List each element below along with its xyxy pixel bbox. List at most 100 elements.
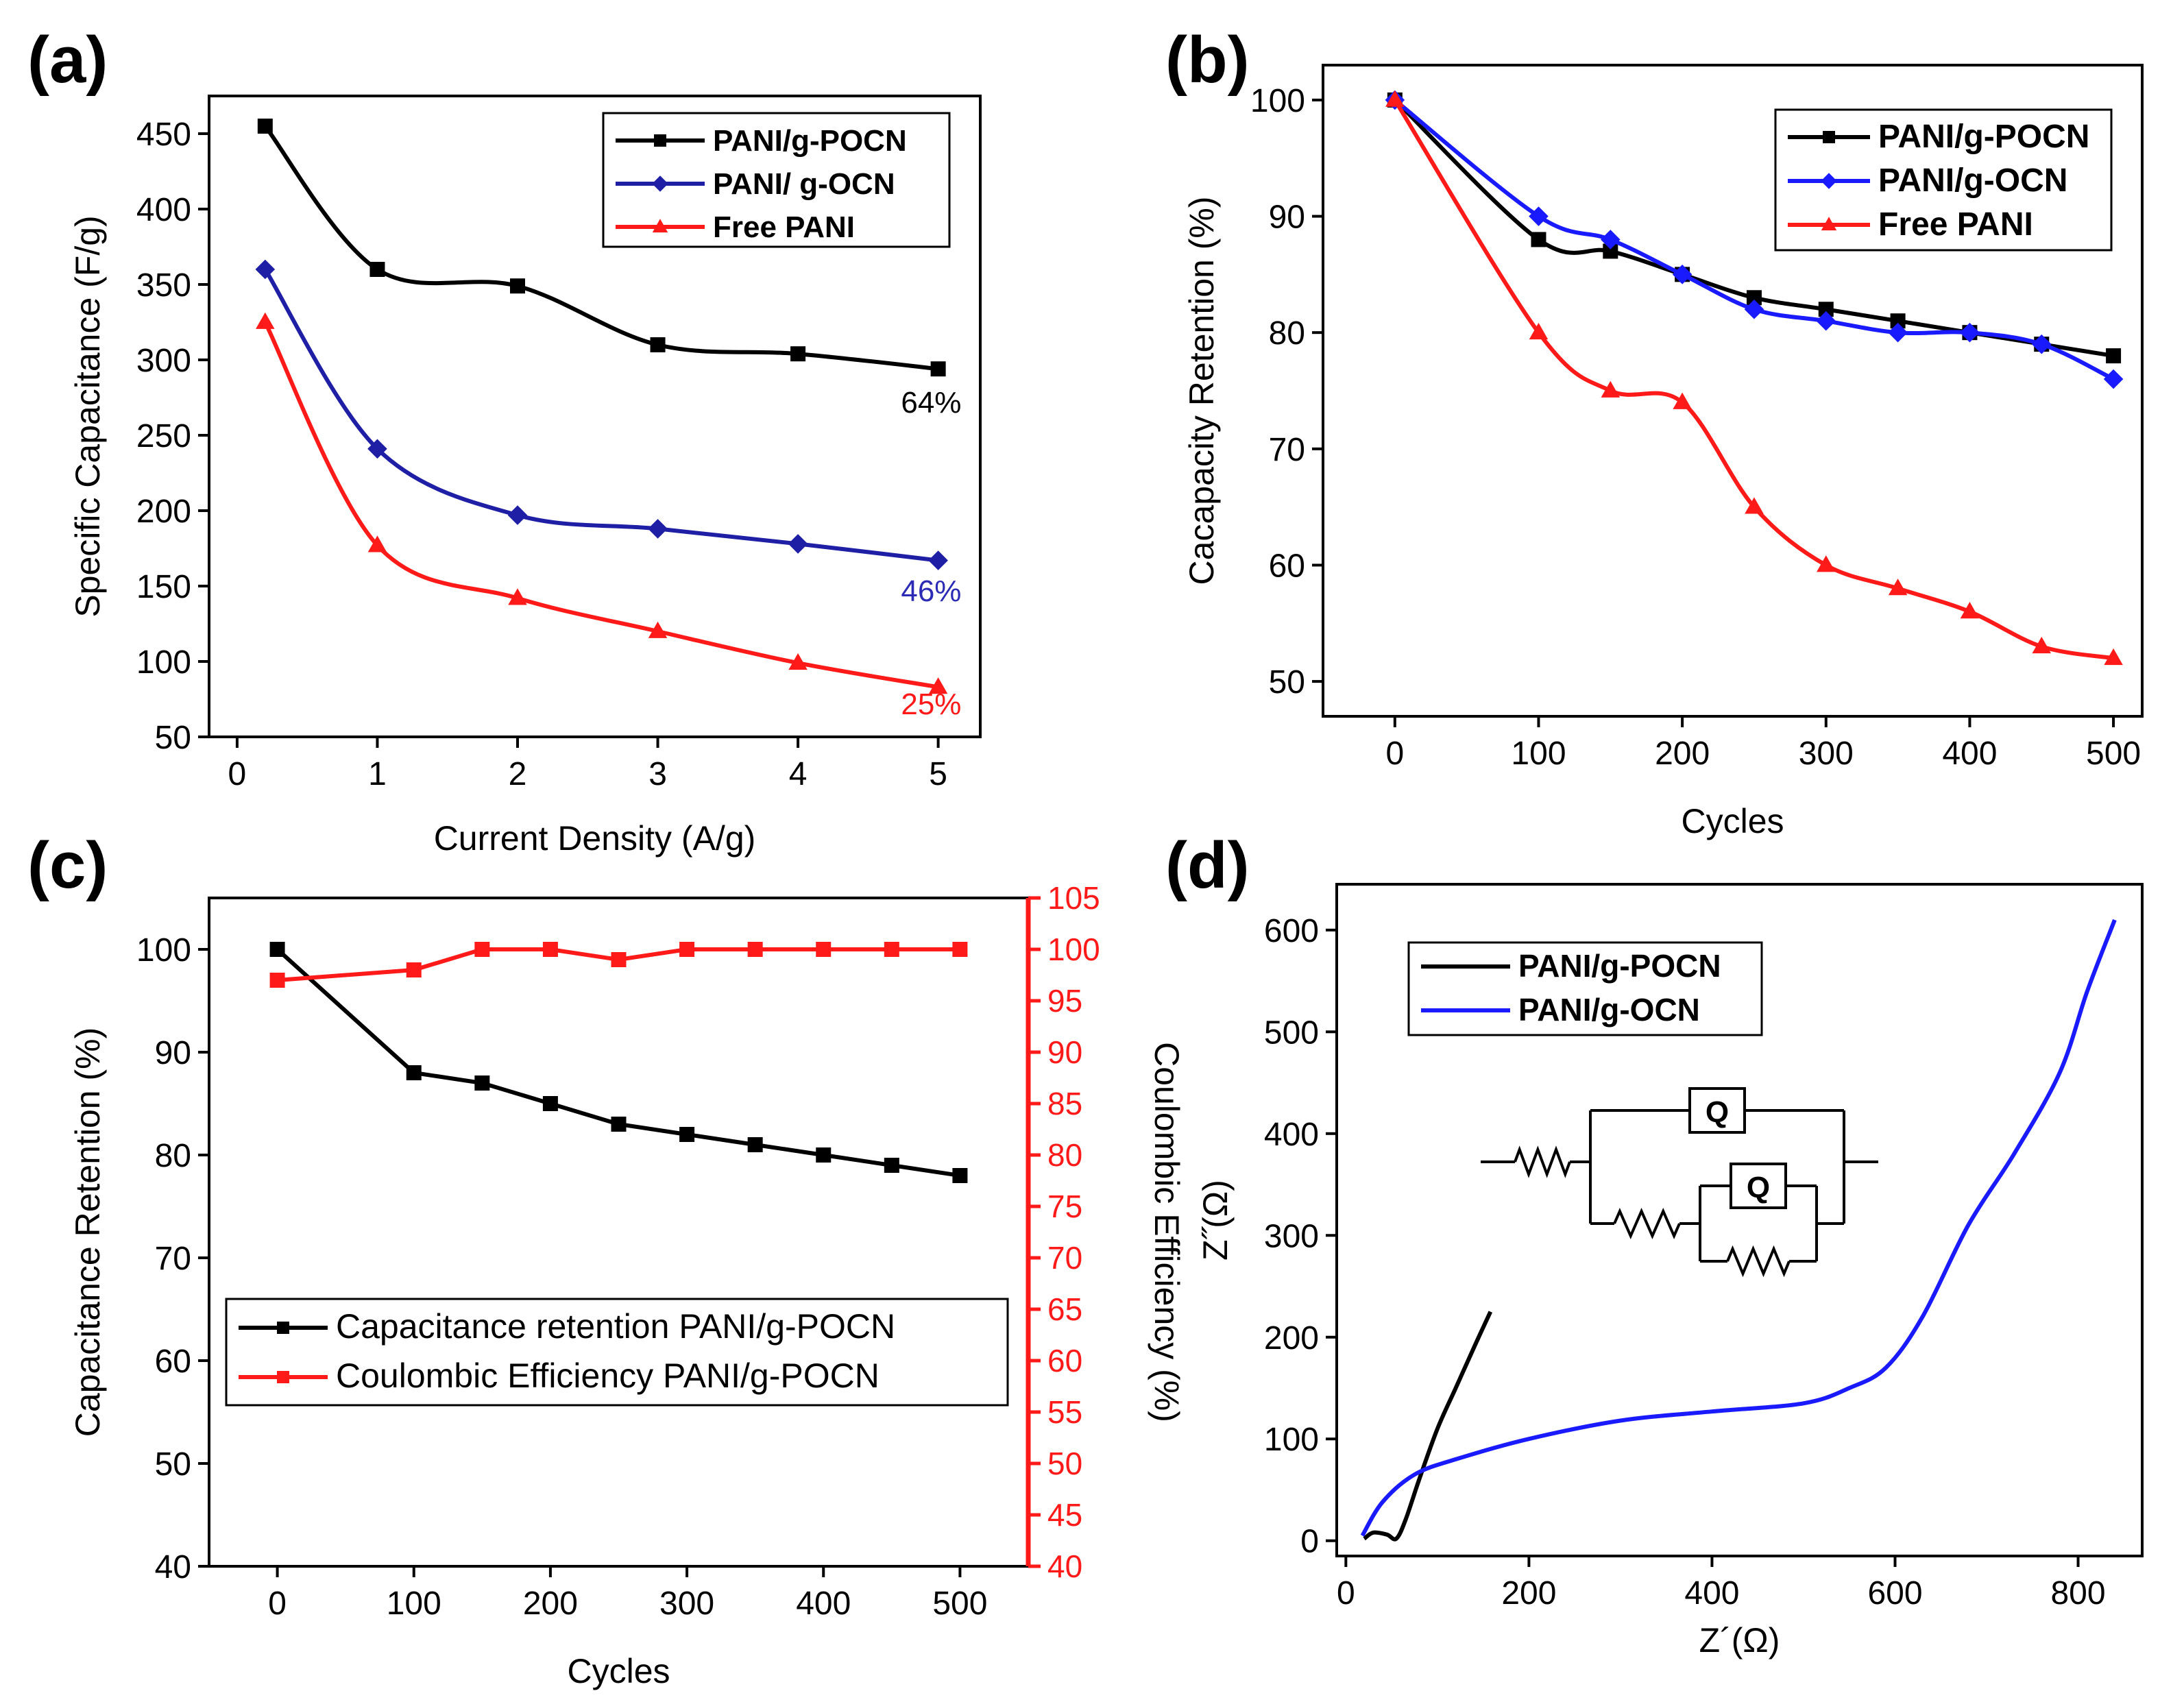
y-tick-label: 300 [1264,1218,1319,1254]
data-point [369,262,385,277]
x-tick-label: 200 [523,1585,578,1622]
legend-marker [1821,217,1837,231]
data-point [611,952,627,967]
data-point [1673,392,1692,409]
data-point [1817,555,1836,572]
x-axis-label: Cycles [567,1652,670,1690]
legend-label: PANI/g-POCN [713,124,907,158]
x-tick-label: 600 [1867,1575,1922,1612]
legend-box [1407,941,1763,1036]
data-point [1888,322,1908,343]
data-point [256,312,275,329]
cpe-label: Q [1706,1095,1729,1129]
data-point [1744,299,1764,319]
x-axis-label: Z´(Ω) [1699,1621,1780,1660]
legend-marker [652,219,668,233]
x-tick-label: 400 [1684,1575,1739,1612]
data-point [508,588,527,605]
data-point [1672,265,1692,284]
data-point [507,505,528,525]
panel-label-a: (a) [27,23,108,97]
data-point [952,942,968,957]
data-point [884,1158,899,1173]
data-point [928,550,948,570]
y-tick-label: 40 [155,1549,191,1585]
legend-marker [277,1371,289,1383]
y-tick-label: 0 [1300,1524,1319,1560]
cpe-label: Q [1747,1171,1770,1204]
data-point [1529,322,1549,340]
data-point [1746,290,1762,306]
data-point [816,1147,832,1163]
y2-tick-label: 70 [1047,1240,1082,1276]
resistor [1613,1208,1681,1239]
legend-label: Free PANI [713,210,855,244]
y-tick-label: 300 [136,343,191,379]
y-axis-label: Z˝(Ω) [1196,1180,1235,1261]
data-point [1818,302,1834,317]
y-tick-label: 100 [136,932,191,969]
y2-tick-label: 45 [1047,1497,1082,1533]
x-tick-label: 0 [1337,1575,1355,1612]
data-point [747,1137,763,1152]
y-tick-label: 100 [136,644,191,681]
y-axis-label: Capacitance Retention (%) [69,1028,107,1437]
data-point [474,942,490,957]
data-point [790,346,806,362]
panel-label-d: (d) [1165,829,1250,902]
legend-marker [654,134,666,147]
x-tick-label: 100 [1511,735,1566,772]
equivalent-circuit: QQ [1481,1087,1878,1278]
legend-marker [1821,173,1837,189]
x-tick-label: 200 [1655,735,1710,772]
data-point [2106,348,2122,364]
data-point [406,962,422,977]
plot-frame [208,95,982,738]
legend-label: PANI/g-OCN [1518,992,1700,1028]
y-tick-label: 350 [136,267,191,304]
y-tick-label: 250 [136,418,191,454]
annotation-label: 64% [901,386,961,420]
data-point [788,653,808,670]
data-point [884,942,899,957]
x-tick-label: 500 [932,1585,987,1622]
data-point [611,1117,627,1132]
data-point [1603,243,1618,259]
data-point [474,1075,490,1091]
data-point [1600,230,1621,250]
chart-c: 0 100 200 300 400 500 40 50 60 70 80 90 100 Cycles Cap… [69,880,1186,1690]
data-point [269,973,285,988]
legend-label: PANI/g-POCN [1878,119,2089,155]
series-line [263,321,939,690]
data-point [1745,497,1764,514]
data-point [2104,648,2123,666]
y-tick-label: 200 [136,494,191,530]
y-tick-label: 50 [155,720,191,756]
data-point [542,942,558,957]
chart-b: 0 100 200 300 400 500 50 60 70 80 90 100 Cycles Cacap… [1182,64,2144,840]
panel-label-c: (c) [27,829,108,902]
x-tick-label: 0 [228,756,247,792]
y-tick-label: 500 [1264,1014,1319,1051]
x-tick-label: 400 [1942,735,1997,772]
plot-frame [1335,883,2144,1557]
data-point [1601,380,1621,398]
y-tick-label: 50 [155,1446,191,1483]
data-point [930,361,946,377]
data-point [542,1096,558,1111]
y-tick-label: 90 [155,1035,191,1071]
legend-label: Free PANI [1878,206,2033,243]
data-point [816,942,832,957]
chart-a: 0 1 2 3 4 5 50 100 150 200 250 300 350 400 450 Current … [69,95,982,858]
data-point [510,278,525,294]
y2-tick-label: 80 [1047,1137,1082,1173]
y-tick-label: 70 [1269,432,1305,468]
y2-tick-label: 105 [1047,880,1100,916]
resistor [1514,1145,1571,1178]
y2-axis-label: Coulombic Efficiency (%) [1148,1042,1186,1422]
y-tick-label: 100 [1250,83,1305,119]
y2-tick-label: 100 [1047,932,1100,967]
series-line [276,947,960,1178]
x-tick-label: 300 [659,1585,714,1622]
data-point [1531,232,1546,247]
